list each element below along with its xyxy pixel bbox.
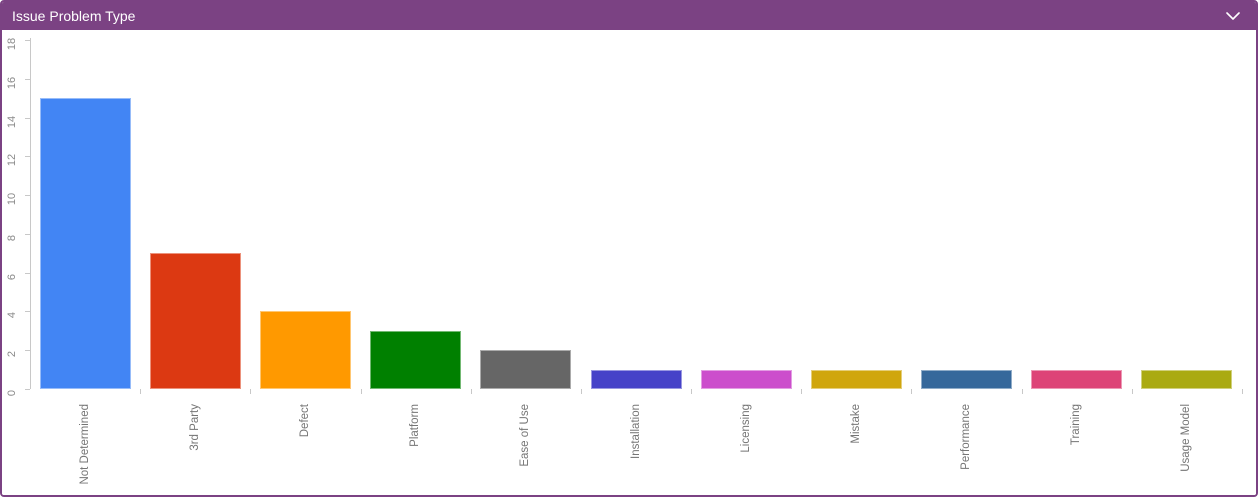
x-axis-tick [801,389,803,394]
bar[interactable] [810,369,902,389]
y-axis-tick [25,156,30,158]
x-axis-label-text: Defect [298,404,311,438]
y-axis-tick [25,39,30,41]
x-axis-label-text: Performance [960,404,973,470]
x-axis-label-text: Licensing [739,404,752,453]
x-axis-tick [911,389,913,394]
y-axis-label-text: 2 [6,351,18,358]
y-axis-tick [25,389,30,390]
y-axis-label-text: 16 [6,76,18,89]
y-axis-tick [25,117,30,119]
x-axis-tick [1242,389,1243,394]
chevron-down-icon[interactable] [1226,12,1240,21]
x-axis-tick [1131,389,1133,394]
y-axis-tick [25,233,30,235]
bar[interactable] [590,369,682,389]
bar[interactable] [480,350,572,389]
bar[interactable] [921,369,1013,389]
report-header: Issue Problem Type [2,2,1256,30]
x-axis-tick [360,389,362,394]
x-axis-tick [140,389,142,394]
x-axis-label-text: Ease of Use [519,404,532,467]
x-axis-tick [1021,389,1023,394]
x-axis-tick [691,389,693,394]
y-axis-tick [25,311,30,313]
x-axis-label-text: Usage Model [1180,404,1193,472]
y-axis-label-text: 14 [6,115,18,128]
bar[interactable] [370,330,462,389]
bar[interactable] [1141,369,1233,389]
y-axis-label-text: 0 [6,389,18,397]
y-axis-tick [25,272,30,274]
x-axis-label-text: Platform [409,404,422,447]
y-axis-label-text: 4 [6,312,18,319]
y-axis-label-text: 6 [6,273,18,280]
bar[interactable] [39,98,131,389]
bar[interactable] [1031,369,1123,389]
x-axis-label-text: Not Determined [78,404,91,485]
y-axis-tick [25,350,30,352]
y-axis-tick [25,195,30,197]
x-axis-label-text: 3rd Party [188,404,201,451]
x-axis-tick [250,389,252,394]
x-axis-label-text: Mistake [849,404,862,444]
y-axis-tick [25,78,30,80]
y-axis-line [30,38,31,389]
report-title: Issue Problem Type [12,8,136,24]
y-axis-label-text: 10 [6,192,18,206]
x-axis-label-text: Training [1070,404,1083,446]
x-axis-tick [470,389,472,394]
bar-chart: 0 2 4 6 8 10 12 14 16 18 Not Determined 3rd Party De… [2,30,1256,495]
bar[interactable] [149,253,241,389]
y-axis-label-text: 8 [6,234,18,241]
bar[interactable] [700,369,792,389]
x-axis-tick [580,389,582,394]
y-axis-label-text: 12 [6,154,18,167]
bar[interactable] [259,311,351,389]
y-axis-label-text: 18 [6,37,18,51]
x-axis-label-text: Installation [629,404,642,459]
